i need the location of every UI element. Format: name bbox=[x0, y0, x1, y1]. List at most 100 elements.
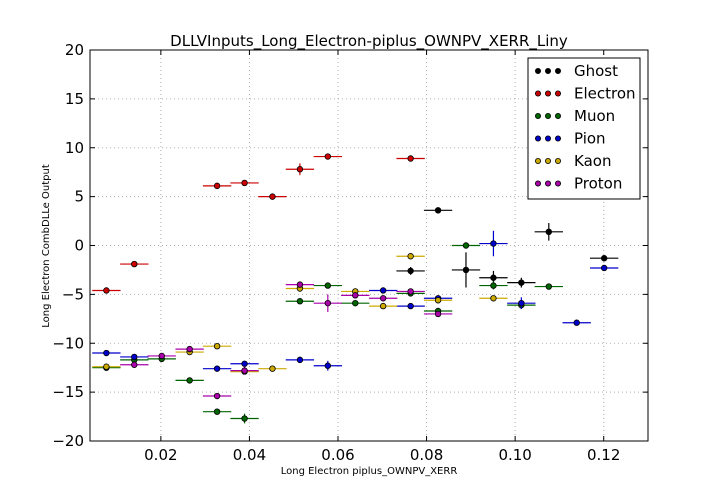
data-point bbox=[213, 392, 221, 400]
data-point bbox=[573, 319, 580, 326]
data-point bbox=[379, 302, 387, 310]
data-point bbox=[296, 281, 304, 288]
data-point bbox=[324, 299, 332, 307]
legend-label: Electron bbox=[574, 85, 636, 103]
x-tick-label: 0.08 bbox=[410, 446, 443, 464]
chart-title: DLLVInputs_Long_Electron-piplus_OWNPV_XE… bbox=[170, 32, 568, 51]
data-point bbox=[103, 349, 110, 357]
data-point bbox=[490, 282, 497, 289]
legend: Ghost Electron Muon Pion Kaon Proton bbox=[527, 57, 641, 200]
data-point bbox=[269, 193, 276, 200]
data-point bbox=[407, 267, 414, 275]
legend-marker bbox=[535, 157, 542, 164]
data-point bbox=[407, 155, 414, 162]
legend-marker bbox=[535, 180, 542, 187]
data-point bbox=[186, 345, 193, 353]
legend-marker bbox=[535, 113, 542, 120]
series-kaon bbox=[92, 253, 508, 375]
y-axis-label: Long Electron CombDLLe Output bbox=[41, 164, 52, 328]
legend-marker bbox=[555, 68, 562, 75]
legend-label: Pion bbox=[574, 130, 606, 148]
data-point bbox=[241, 179, 248, 187]
legend-marker bbox=[555, 157, 562, 164]
data-point bbox=[518, 299, 525, 307]
data-point bbox=[269, 365, 276, 372]
data-point bbox=[213, 365, 221, 372]
data-point bbox=[213, 182, 221, 190]
x-tick-label: 0.02 bbox=[144, 446, 177, 464]
y-tick-label: 20 bbox=[65, 41, 84, 59]
legend-box bbox=[527, 57, 641, 200]
data-point bbox=[600, 264, 608, 272]
legend-marker bbox=[545, 90, 552, 97]
series-muon bbox=[92, 242, 563, 424]
data-point bbox=[324, 153, 332, 160]
data-point bbox=[296, 356, 304, 364]
data-point bbox=[213, 342, 221, 350]
data-point bbox=[296, 166, 304, 173]
data-point bbox=[379, 287, 387, 294]
legend-marker bbox=[545, 180, 552, 187]
data-point bbox=[213, 408, 221, 415]
legend-label: Muon bbox=[574, 107, 615, 125]
series-electron bbox=[92, 153, 425, 294]
legend-marker bbox=[555, 180, 562, 187]
legend-marker bbox=[545, 68, 552, 75]
data-point bbox=[545, 228, 552, 236]
y-tick-label: −15 bbox=[52, 383, 84, 401]
y-tick-label: 5 bbox=[74, 188, 84, 206]
legend-label: Kaon bbox=[574, 152, 611, 170]
data-point bbox=[434, 207, 442, 214]
x-tick-label: 0.10 bbox=[498, 446, 531, 464]
data-point bbox=[407, 302, 414, 310]
y-tick-label: 10 bbox=[65, 139, 84, 157]
data-point bbox=[131, 353, 138, 361]
data-point bbox=[324, 282, 332, 289]
x-axis-label: Long Electron piplus_OWNPV_XERR bbox=[281, 466, 458, 477]
data-point bbox=[352, 299, 359, 307]
data-point bbox=[296, 298, 304, 305]
data-point bbox=[352, 292, 359, 299]
data-point bbox=[241, 367, 248, 374]
series-proton bbox=[120, 281, 453, 400]
data-point bbox=[600, 255, 608, 262]
legend-marker bbox=[535, 68, 542, 75]
data-point bbox=[434, 297, 442, 304]
data-point bbox=[158, 352, 165, 360]
y-tick-label: −10 bbox=[52, 334, 84, 352]
x-tick-label: 0.04 bbox=[233, 446, 266, 464]
legend-label: Ghost bbox=[574, 62, 618, 80]
data-point bbox=[407, 288, 414, 295]
data-point bbox=[407, 253, 414, 260]
data-point bbox=[545, 283, 552, 290]
data-layer bbox=[92, 153, 619, 424]
legend-label: Proton bbox=[574, 175, 622, 193]
data-point bbox=[490, 295, 497, 302]
legend-marker bbox=[555, 90, 562, 97]
y-tick-label: 0 bbox=[74, 237, 84, 255]
y-tick-label: −20 bbox=[52, 432, 84, 450]
data-point bbox=[186, 377, 193, 384]
legend-marker bbox=[545, 157, 552, 164]
data-point bbox=[324, 362, 332, 369]
data-point bbox=[379, 295, 387, 302]
y-tick-label: −5 bbox=[62, 285, 84, 303]
x-tick-label: 0.12 bbox=[587, 446, 620, 464]
data-point bbox=[131, 260, 138, 268]
legend-marker bbox=[545, 113, 552, 120]
legend-marker bbox=[535, 90, 542, 97]
data-point bbox=[241, 415, 248, 422]
x-tick-label: 0.06 bbox=[321, 446, 354, 464]
data-point bbox=[131, 361, 138, 368]
series-ghost bbox=[396, 207, 619, 288]
legend-marker bbox=[555, 135, 562, 142]
data-point bbox=[462, 266, 470, 274]
data-point bbox=[103, 287, 110, 294]
y-tick-label: 15 bbox=[65, 90, 84, 108]
data-point bbox=[103, 363, 110, 370]
data-point bbox=[518, 279, 525, 286]
data-point bbox=[434, 310, 442, 318]
data-point bbox=[490, 240, 497, 247]
legend-marker bbox=[535, 135, 542, 142]
